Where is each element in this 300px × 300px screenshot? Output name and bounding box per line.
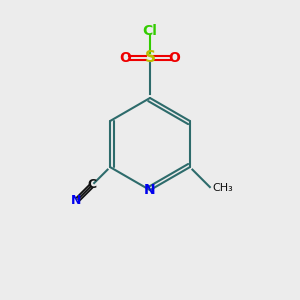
Text: S: S xyxy=(145,50,155,65)
Text: N: N xyxy=(144,183,156,197)
Text: O: O xyxy=(120,51,132,65)
Text: CH₃: CH₃ xyxy=(212,183,233,193)
Text: N: N xyxy=(71,194,82,207)
Text: C: C xyxy=(88,178,97,191)
Text: Cl: Cl xyxy=(142,24,158,38)
Text: O: O xyxy=(168,51,180,65)
